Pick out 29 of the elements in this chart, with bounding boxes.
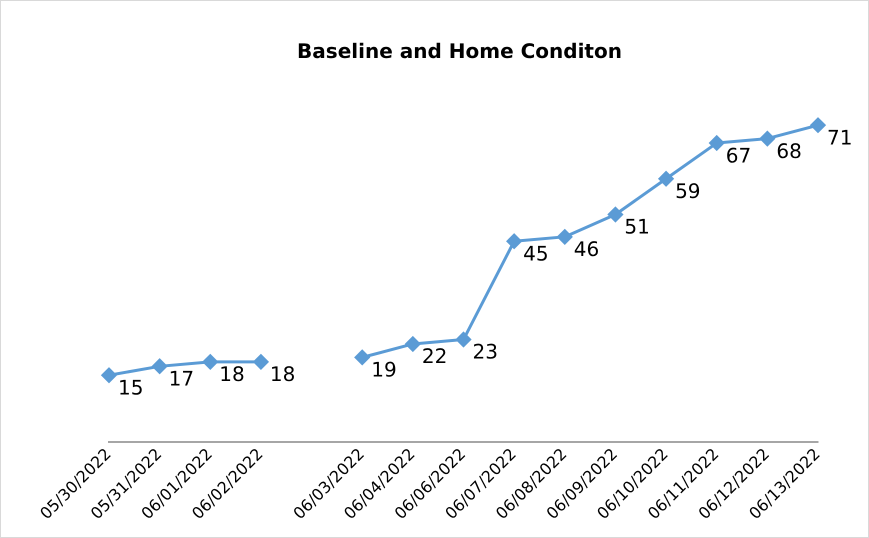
point	[253, 354, 268, 370]
point	[202, 354, 218, 370]
data-label: 51	[624, 214, 650, 239]
point	[810, 118, 826, 133]
point	[658, 171, 674, 186]
point	[709, 136, 724, 151]
data-label: 46	[574, 237, 600, 262]
point	[102, 368, 116, 383]
chart-title: Baseline and Home Conditon	[297, 39, 622, 64]
data-label: 18	[219, 362, 245, 386]
point	[152, 358, 168, 374]
point	[354, 350, 370, 365]
data-label: 45	[523, 241, 549, 266]
point	[760, 131, 775, 146]
data-label: 59	[675, 178, 701, 203]
point	[506, 234, 522, 249]
data-label: 15	[118, 375, 144, 400]
point	[405, 336, 420, 352]
data-label: 23	[472, 340, 498, 364]
point	[456, 332, 471, 348]
data-label: 71	[827, 125, 852, 150]
data-label: 68	[776, 138, 802, 163]
data-label: 17	[168, 366, 194, 391]
data-label: 19	[371, 358, 397, 382]
data-label: 18	[270, 362, 296, 386]
point	[557, 229, 572, 244]
point	[608, 206, 623, 222]
data-label: 67	[726, 143, 752, 168]
data-label: 22	[422, 344, 448, 368]
